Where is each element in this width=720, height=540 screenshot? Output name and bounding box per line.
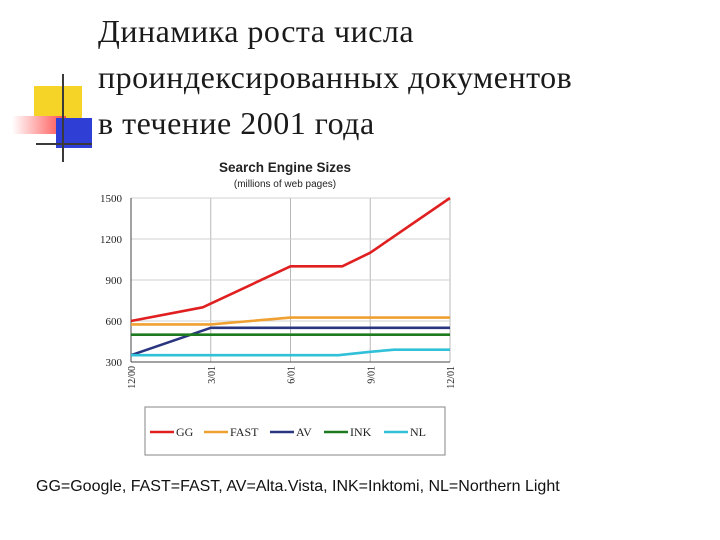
x-tick-label: 3/01 — [207, 366, 218, 384]
chart-legend: GG FAST AV INK NL — [144, 406, 446, 456]
series-line-fast — [131, 316, 450, 326]
y-tick-label: 300 — [106, 357, 123, 369]
x-tick-label: 12/01 — [446, 366, 457, 389]
legend-label-av: AV — [296, 425, 312, 439]
x-tick-label: 12/00 — [127, 366, 138, 389]
legend-label-gg: GG — [176, 425, 194, 439]
y-tick-label: 1500 — [100, 193, 123, 205]
legend-label-nl: NL — [410, 425, 426, 439]
slide-title: Динамика роста числа проиндексированных … — [98, 8, 698, 146]
chart-title: Search Engine Sizes — [219, 160, 351, 175]
decor-vertical-line — [62, 74, 64, 162]
x-tick-label: 9/01 — [366, 366, 377, 384]
x-tick-label: 6/01 — [287, 366, 298, 384]
chart-subtitle: (millions of web pages) — [234, 179, 336, 190]
footnote: GG=Google, FAST=FAST, AV=Alta.Vista, INK… — [36, 478, 560, 495]
series-line-nl — [131, 348, 450, 357]
legend-label-fast: FAST — [230, 425, 259, 439]
chart-series — [130, 196, 451, 357]
slide-title-line-1: Динамика роста числа — [98, 13, 415, 49]
y-tick-label: 1200 — [100, 234, 123, 246]
decor-horizontal-line — [36, 143, 92, 145]
series-line-av — [130, 326, 450, 357]
decor-red-bar — [12, 116, 66, 134]
chart-axes: 1500 1200 900 600 300 12/00 3/01 6/01 9/01 12/01 — [100, 193, 457, 389]
y-tick-label: 900 — [106, 275, 123, 287]
y-tick-label: 600 — [106, 316, 123, 328]
slide-title-line-2: проиндексированных документов — [98, 59, 573, 95]
slide-title-line-3: в течение 2001 года — [98, 105, 375, 141]
legend-label-ink: INK — [350, 425, 372, 439]
series-line-gg — [130, 196, 451, 323]
